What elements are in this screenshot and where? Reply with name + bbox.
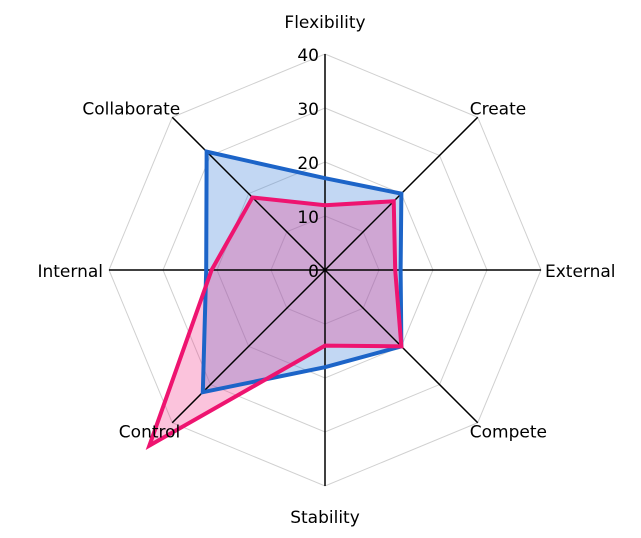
tick-label: 20	[297, 154, 319, 174]
series-area	[202, 151, 402, 393]
tick-label: 30	[297, 100, 319, 120]
series-line	[200, 149, 404, 395]
category-label: External	[545, 262, 616, 282]
category-label: Collaborate	[82, 99, 180, 119]
category-label: Stability	[290, 508, 360, 528]
series-line	[145, 195, 404, 451]
category-label: Create	[470, 99, 527, 119]
tick-label: 10	[297, 208, 319, 228]
category-label: Internal	[37, 262, 103, 282]
axis-line	[171, 269, 326, 424]
category-label: Control	[119, 423, 180, 443]
tick-label: 0	[308, 262, 319, 282]
category-label: Compete	[470, 423, 547, 443]
tick-label: 40	[297, 46, 319, 66]
axis-line	[171, 116, 326, 271]
category-label: Flexibility	[284, 13, 365, 33]
